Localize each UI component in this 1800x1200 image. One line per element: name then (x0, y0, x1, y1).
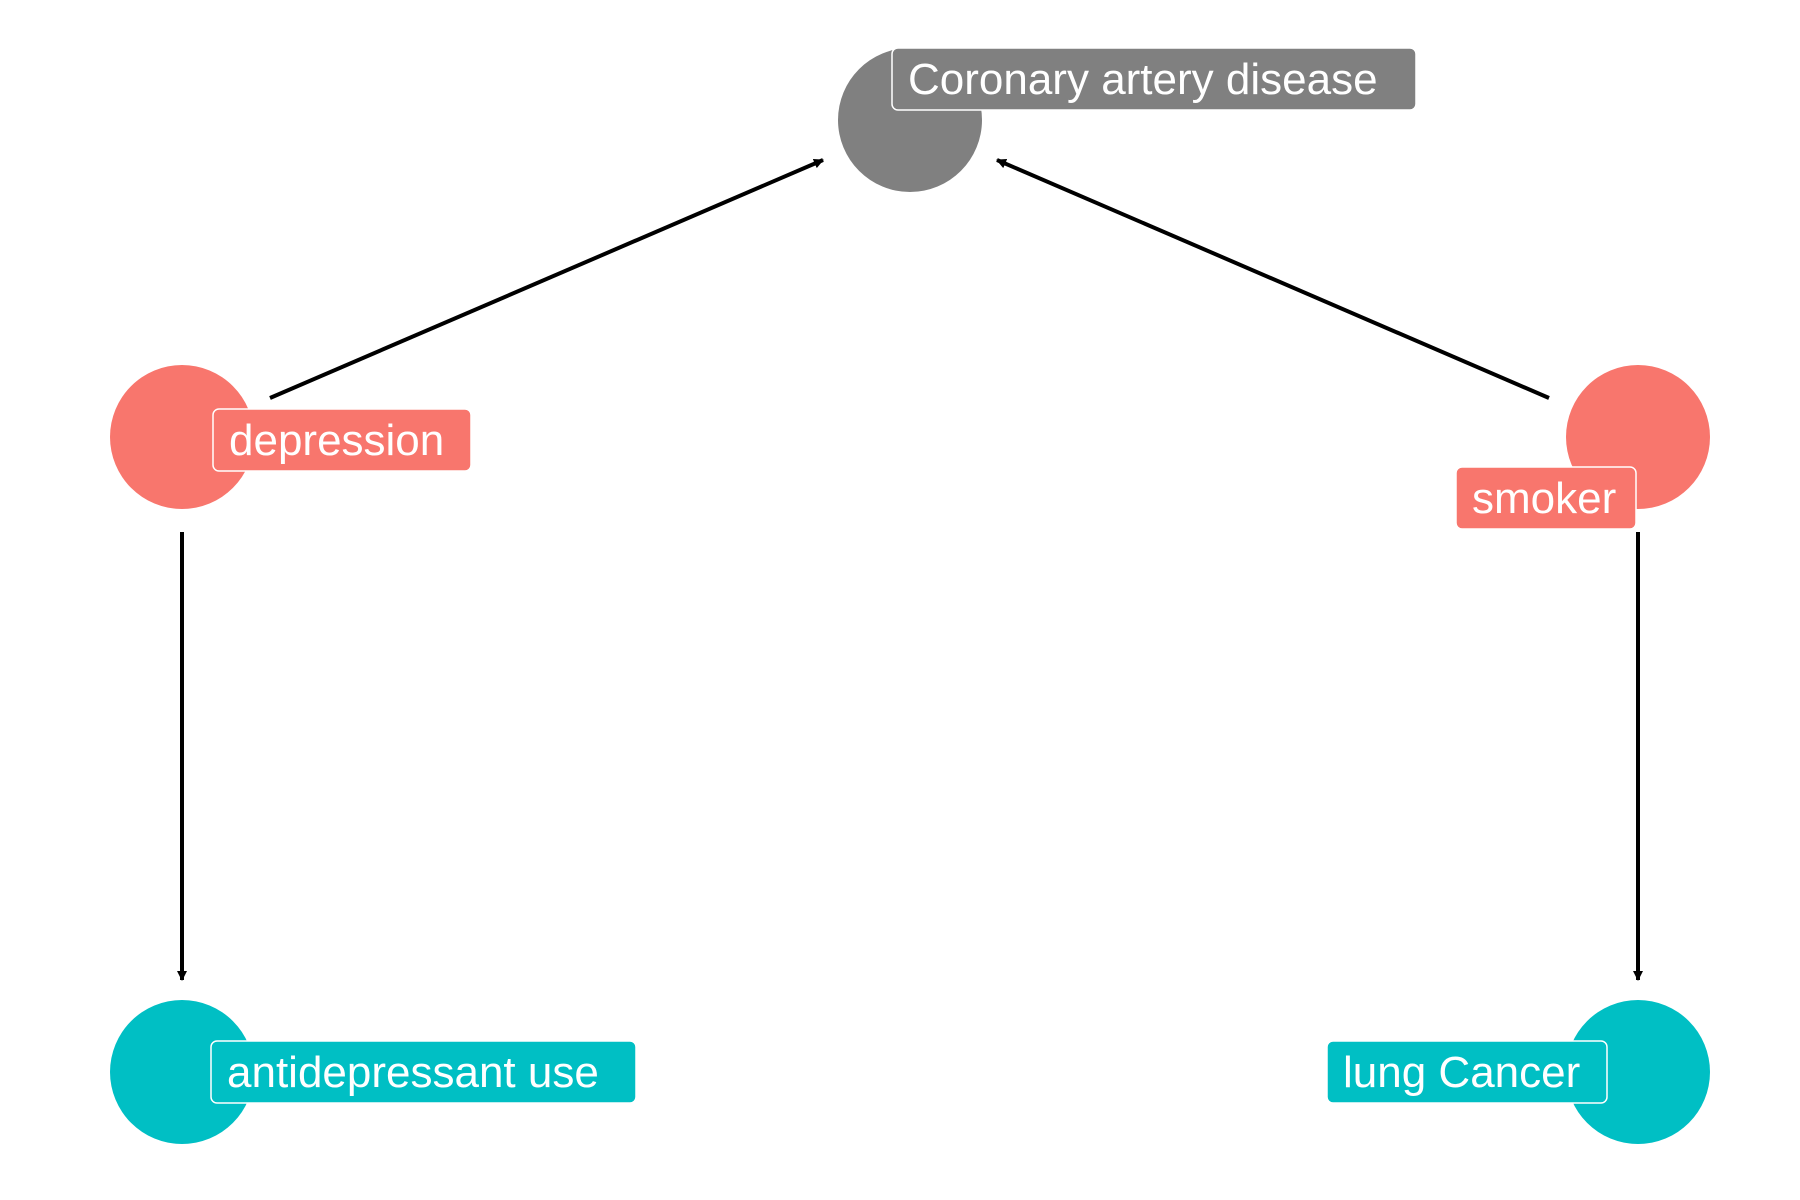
label-cad: Coronary artery disease (908, 55, 1378, 104)
node-lung (1566, 1000, 1710, 1144)
node-depression (110, 365, 254, 509)
label-box-lung (1326, 1040, 1608, 1104)
label-box-smoker (1455, 466, 1637, 530)
label-antidepressant: antidepressant use (227, 1048, 599, 1097)
label-smoker: smoker (1472, 474, 1616, 523)
label-lung: lung Cancer (1343, 1048, 1580, 1097)
nodes (110, 48, 1710, 1144)
node-antidepressant (110, 1000, 254, 1144)
edge-depression-to-cad (269, 158, 824, 400)
label-box-cad (891, 47, 1417, 111)
edge-smoker-to-cad (996, 158, 1550, 400)
edges (177, 158, 1643, 981)
label-box-depression (212, 408, 472, 472)
node-labels: Coronary artery disease depression smoker a… (210, 47, 1637, 1104)
label-depression: depression (229, 416, 444, 465)
label-box-antidepressant (210, 1040, 637, 1104)
